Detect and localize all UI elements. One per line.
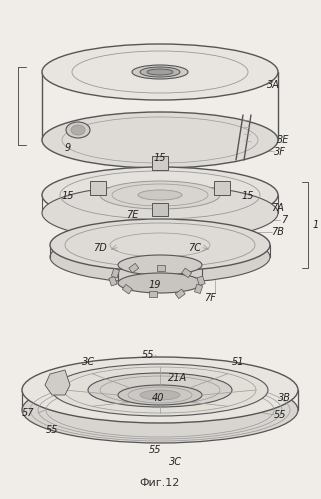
Bar	[122, 284, 132, 294]
Text: 9: 9	[65, 143, 71, 153]
Bar	[90, 181, 106, 195]
Ellipse shape	[118, 273, 202, 293]
Bar	[214, 181, 230, 195]
Bar	[152, 156, 168, 170]
Ellipse shape	[22, 377, 298, 443]
Ellipse shape	[138, 190, 182, 200]
Text: 7E: 7E	[126, 210, 138, 220]
Text: 55: 55	[274, 410, 286, 420]
Bar	[175, 289, 185, 298]
Bar	[129, 263, 139, 273]
Text: 3C: 3C	[169, 457, 181, 467]
Text: 3A: 3A	[266, 80, 280, 90]
Ellipse shape	[140, 67, 180, 77]
Text: 3F: 3F	[274, 147, 286, 157]
Ellipse shape	[71, 125, 85, 135]
Ellipse shape	[52, 364, 268, 416]
Text: Фиг.12: Фиг.12	[140, 478, 180, 488]
Ellipse shape	[42, 185, 278, 241]
Text: 55: 55	[46, 425, 58, 435]
Bar	[149, 291, 157, 297]
Ellipse shape	[100, 181, 220, 209]
Bar	[109, 276, 117, 286]
Text: 15: 15	[154, 153, 166, 163]
Text: 7D: 7D	[93, 243, 107, 253]
Ellipse shape	[42, 44, 278, 100]
Text: 7C: 7C	[188, 243, 202, 253]
Text: 40: 40	[152, 393, 164, 403]
Ellipse shape	[118, 255, 202, 275]
Text: 7A: 7A	[272, 203, 284, 213]
Text: 15: 15	[242, 191, 254, 201]
Text: 57: 57	[22, 408, 34, 418]
Polygon shape	[45, 370, 70, 395]
Ellipse shape	[147, 69, 173, 75]
Text: 3C: 3C	[82, 357, 94, 367]
Text: 7F: 7F	[204, 293, 216, 303]
Ellipse shape	[42, 167, 278, 223]
Bar	[152, 203, 168, 216]
Ellipse shape	[42, 112, 278, 168]
Bar	[197, 276, 205, 285]
Text: 19: 19	[149, 280, 161, 290]
Text: 55: 55	[142, 350, 154, 360]
Ellipse shape	[88, 373, 232, 407]
Text: 7: 7	[281, 215, 287, 225]
Text: 1: 1	[313, 220, 319, 230]
Bar	[195, 284, 203, 293]
Text: 15: 15	[62, 191, 74, 201]
Text: 55: 55	[149, 445, 161, 455]
Ellipse shape	[140, 390, 180, 400]
Ellipse shape	[22, 357, 298, 423]
Text: 51: 51	[232, 357, 244, 367]
Ellipse shape	[66, 122, 90, 138]
Text: 21A: 21A	[169, 373, 187, 383]
Ellipse shape	[118, 385, 202, 405]
Text: 3E: 3E	[277, 135, 289, 145]
Bar	[157, 265, 165, 271]
Bar	[111, 268, 119, 278]
Ellipse shape	[50, 231, 270, 283]
Ellipse shape	[50, 219, 270, 271]
Text: 3B: 3B	[277, 393, 291, 403]
Text: 7B: 7B	[272, 227, 284, 237]
Ellipse shape	[132, 65, 188, 79]
Bar	[182, 268, 192, 277]
